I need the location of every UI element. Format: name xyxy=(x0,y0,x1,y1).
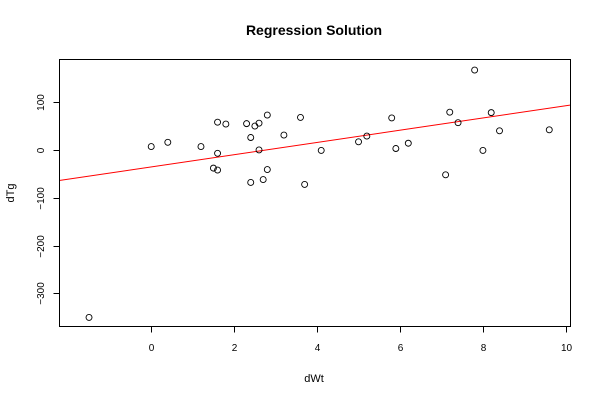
y-tick-label: −300 xyxy=(36,282,47,305)
data-point xyxy=(164,138,172,146)
data-point xyxy=(454,119,462,127)
data-point xyxy=(263,166,271,174)
chart-title: Regression Solution xyxy=(246,22,382,38)
data-point xyxy=(392,145,400,152)
y-tick-label: −100 xyxy=(36,187,47,210)
plot-area xyxy=(60,66,570,321)
data-point xyxy=(471,66,479,74)
data-point xyxy=(255,119,263,127)
x-tick-label: 0 xyxy=(149,343,155,354)
plot-frame xyxy=(59,59,571,327)
x-tick-label: 2 xyxy=(232,343,238,354)
data-point xyxy=(197,143,205,151)
data-point xyxy=(317,146,325,154)
data-point xyxy=(214,166,222,174)
data-point xyxy=(388,114,396,122)
data-point xyxy=(147,143,155,151)
data-point xyxy=(404,139,412,147)
data-point xyxy=(259,176,267,184)
data-point xyxy=(243,120,251,128)
data-point xyxy=(545,126,553,134)
data-point xyxy=(496,127,503,135)
data-point xyxy=(442,171,450,179)
data-points xyxy=(85,66,553,321)
x-axis-label: dWt xyxy=(304,373,324,385)
data-point xyxy=(255,146,263,154)
x-tick-label: 4 xyxy=(315,343,321,354)
y-tick-label: 0 xyxy=(36,147,47,153)
data-point xyxy=(487,109,495,117)
x-tick-label: 10 xyxy=(561,343,573,354)
data-point xyxy=(209,164,217,172)
x-axis: 0 2 4 6 8 10 xyxy=(149,326,573,354)
y-axis-label: dTg xyxy=(5,184,17,203)
y-tick-label: 100 xyxy=(36,94,47,111)
regression-line xyxy=(60,104,570,181)
data-point xyxy=(263,111,271,119)
data-point xyxy=(446,108,454,116)
data-point xyxy=(251,122,259,130)
y-axis: −300 −200 −100 0 100 xyxy=(36,94,60,305)
data-point xyxy=(280,131,288,139)
data-point xyxy=(222,120,230,128)
data-point xyxy=(214,149,222,157)
x-tick-label: 6 xyxy=(398,343,404,354)
data-point xyxy=(247,179,255,186)
data-point xyxy=(297,113,304,121)
data-point xyxy=(355,138,362,146)
data-point xyxy=(214,118,222,126)
data-point xyxy=(247,134,255,141)
data-point xyxy=(363,132,371,140)
x-tick-label: 8 xyxy=(481,343,487,354)
data-point xyxy=(85,313,93,321)
data-point xyxy=(301,180,309,188)
data-point xyxy=(479,146,487,154)
y-tick-label: −200 xyxy=(36,235,47,258)
